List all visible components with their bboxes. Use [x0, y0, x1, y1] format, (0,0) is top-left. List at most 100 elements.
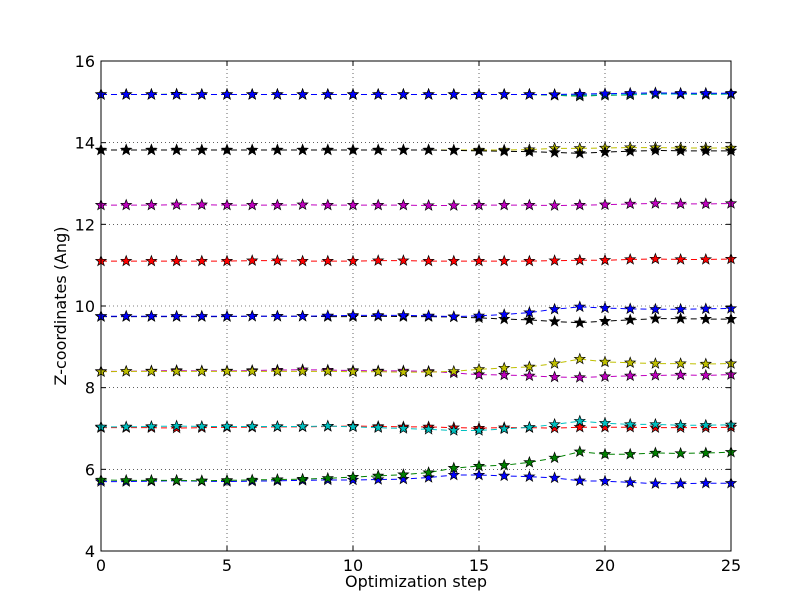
data-point [472, 87, 486, 100]
x-tick-label: 20 [595, 556, 615, 575]
data-point [220, 364, 234, 377]
data-point [372, 469, 385, 482]
data-point [598, 253, 612, 266]
data-point [346, 420, 360, 433]
data-point [598, 420, 612, 433]
x-tick-label: 0 [96, 556, 106, 575]
data-point [145, 309, 158, 322]
data-point [624, 447, 637, 460]
data-point [422, 87, 435, 100]
series-0 [94, 468, 738, 489]
data-point [120, 364, 133, 377]
data-point [548, 87, 561, 100]
data-point [422, 466, 435, 478]
data-point [145, 473, 158, 486]
data-point [649, 417, 662, 430]
data-point [195, 143, 208, 156]
series-line [101, 420, 732, 432]
data-point [699, 312, 712, 325]
data-point [271, 419, 284, 432]
data-point [674, 144, 687, 157]
x-axis-title: Optimization step [345, 572, 487, 591]
data-point [598, 370, 612, 382]
data-point [246, 143, 259, 156]
data-point [145, 143, 158, 156]
data-point [346, 470, 360, 483]
x-tick-label: 5 [222, 556, 232, 575]
data-point [220, 143, 234, 156]
data-point [246, 473, 259, 486]
data-point [573, 253, 586, 266]
data-point [397, 365, 410, 378]
data-point [523, 369, 536, 382]
data-point [523, 313, 536, 326]
data-point [649, 86, 662, 99]
y-tick-label: 14 [75, 134, 95, 153]
data-point [447, 310, 460, 322]
data-point [296, 419, 309, 432]
data-point [598, 355, 612, 368]
data-point [397, 198, 410, 211]
data-point [397, 472, 410, 485]
data-point [120, 309, 133, 322]
data-point [674, 446, 687, 459]
data-point [397, 87, 410, 100]
series-line [101, 306, 732, 318]
data-point [220, 254, 234, 267]
data-point [548, 199, 561, 211]
data-point [296, 364, 309, 377]
data-point [271, 364, 284, 377]
data-point [573, 445, 586, 458]
data-point [498, 312, 511, 325]
data-point [195, 364, 208, 377]
data-point [422, 143, 435, 156]
data-point [195, 87, 208, 100]
data-point [372, 421, 385, 433]
data-point [523, 420, 536, 433]
data-point [699, 302, 712, 315]
data-point [649, 368, 662, 381]
data-point [498, 361, 511, 374]
data-point [220, 419, 234, 432]
data-point [699, 252, 712, 265]
data-point [523, 87, 536, 100]
x-tick-label: 25 [721, 556, 741, 575]
data-point [472, 459, 486, 472]
data-point [422, 365, 435, 378]
data-point [548, 302, 561, 315]
data-point [120, 473, 133, 486]
data-point [674, 477, 687, 489]
data-point [498, 144, 511, 157]
data-point [523, 360, 536, 373]
data-point [372, 308, 385, 321]
data-point [170, 473, 183, 486]
data-point [346, 254, 360, 267]
data-point [674, 357, 687, 369]
data-point [447, 199, 460, 211]
data-point [548, 315, 561, 327]
data-point [397, 254, 410, 266]
data-point [699, 368, 712, 381]
data-point [321, 309, 334, 322]
data-point [246, 198, 259, 211]
data-point [397, 468, 410, 480]
data-point [271, 309, 284, 322]
data-point [120, 198, 133, 211]
axis-ticks: 0 5 10 15 20 25 4 6 8 10 12 14 16 [75, 52, 742, 575]
data-point [548, 417, 561, 430]
data-point [548, 451, 561, 464]
data-point [271, 143, 284, 156]
data-point [220, 473, 234, 486]
data-point [372, 198, 385, 211]
data-point [649, 312, 662, 324]
data-point [498, 458, 511, 471]
data-point [195, 198, 208, 210]
y-axis-title: Z-coordinates (Ang) [51, 227, 70, 386]
data-point [422, 309, 435, 322]
x-tick-label: 10 [343, 556, 363, 575]
data-point [170, 254, 183, 267]
data-point [120, 87, 133, 100]
data-point [271, 198, 284, 211]
data-point [246, 309, 259, 322]
data-point [397, 143, 410, 156]
